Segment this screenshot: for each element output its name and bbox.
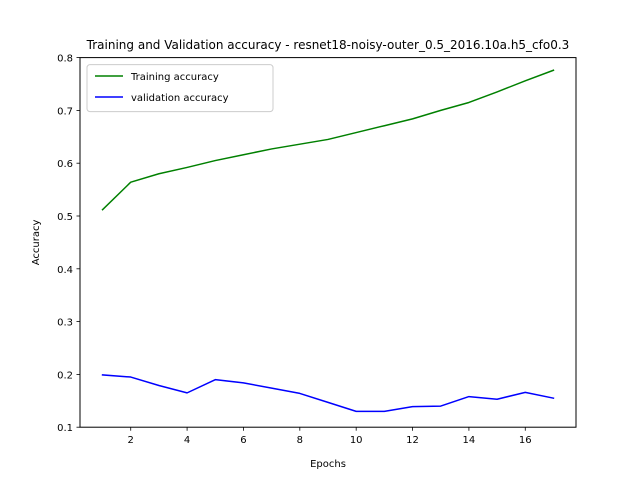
y-tick-label: 0.1 (57, 423, 73, 434)
x-tick-label: 4 (184, 435, 190, 446)
x-tick-label: 14 (463, 435, 476, 446)
y-tick-label: 0.2 (57, 370, 73, 381)
x-tick-label: 2 (128, 435, 134, 446)
legend-label-validation: validation accuracy (131, 93, 229, 104)
y-tick-label: 0.5 (57, 212, 73, 223)
legend: Training accuracy validation accuracy (86, 64, 274, 113)
x-tick-label: 16 (519, 435, 532, 446)
x-axis-label: Epochs (310, 459, 346, 470)
y-tick-label: 0.6 (57, 159, 73, 170)
plot-area (79, 57, 577, 428)
y-tick-label: 0.8 (57, 54, 73, 65)
training-accuracy-line (101, 69, 555, 211)
plot-frame (79, 57, 577, 428)
y-tick-label: 0.4 (57, 265, 73, 276)
chart-title: Training and Validation accuracy - resne… (86, 38, 570, 52)
y-axis-label: Accuracy (31, 219, 42, 265)
y-tick-label: 0.3 (57, 318, 73, 329)
x-tick-label: 8 (297, 435, 303, 446)
y-axis-ticks: 0.1 0.2 0.3 0.4 0.5 0.6 0.7 0.8 (57, 54, 80, 434)
series-lines (101, 69, 555, 413)
validation-accuracy-line (101, 374, 555, 413)
legend-label-training: Training accuracy (130, 72, 219, 83)
x-tick-label: 10 (350, 435, 363, 446)
y-tick-label: 0.7 (57, 106, 73, 117)
x-tick-label: 6 (240, 435, 246, 446)
x-axis-ticks: 2 4 6 8 10 12 14 16 (128, 427, 532, 446)
x-tick-label: 12 (406, 435, 419, 446)
legend-box (86, 64, 274, 113)
